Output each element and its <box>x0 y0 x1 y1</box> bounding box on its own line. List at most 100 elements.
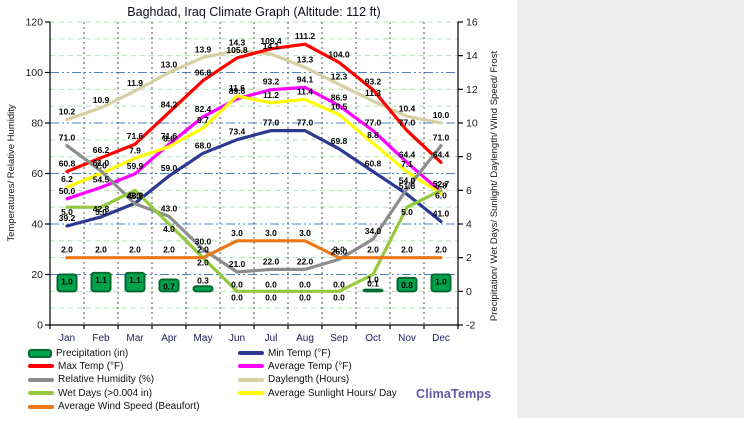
data-label-wet-days-0-004-in: 6.0 <box>435 190 447 200</box>
right-axis-tick-label: 4 <box>466 219 472 231</box>
month-label: Feb <box>92 333 110 344</box>
precipitation-bar <box>362 288 384 293</box>
data-label-min-temp-f: 73.4 <box>229 127 246 137</box>
data-label-average-sunlight-hours-day: 7.9 <box>129 145 141 155</box>
month-label: Jul <box>265 333 278 344</box>
precipitation-value: 1.1 <box>95 275 107 285</box>
data-label-min-temp-f: 39.2 <box>59 213 76 223</box>
empty-side-area <box>517 0 744 418</box>
series-line-wet-days-0-004-in <box>65 188 443 293</box>
precipitation-bar <box>192 285 214 293</box>
month-label: Jan <box>59 333 75 344</box>
data-label-daylength-hours: 14.3 <box>229 38 246 48</box>
data-label-daylength-hours: 10.9 <box>93 95 110 105</box>
series-line-average-sunlight-hours-day <box>65 94 443 196</box>
data-label-average-sunlight-hours-day: 10.5 <box>331 102 348 112</box>
right-axis-tick-label: 14 <box>466 50 478 62</box>
data-label-daylength-hours: 14.1 <box>263 41 280 51</box>
data-label-wet-days-0-004-in: 5.0 <box>95 207 107 217</box>
left-axis-tick-label: 60 <box>31 168 43 180</box>
data-label-average-wind-speed-beaufort: 2.0 <box>129 245 141 255</box>
month-label: Nov <box>398 333 416 344</box>
precipitation-value: 1.1 <box>129 275 141 285</box>
data-label-wet-days-0-004-in: 5.0 <box>401 207 413 217</box>
data-label-average-sunlight-hours-day: 7.1 <box>401 159 413 169</box>
data-label-average-sunlight-hours-day: 5.8 <box>435 181 447 191</box>
data-label-average-wind-speed-beaufort: 3.0 <box>265 228 277 238</box>
data-label-wet-days-0-004-in: 0.0 <box>265 292 277 302</box>
left-axis-tick-label: 80 <box>31 118 43 130</box>
precipitation-bar <box>430 273 452 293</box>
data-label-daylength-hours: 11.3 <box>365 88 381 98</box>
series-line-max-temp-f <box>65 42 443 174</box>
data-label-average-temp-f: 77.0 <box>365 118 382 128</box>
climatemps-watermark: ClimaTemps <box>416 387 492 401</box>
series-line-average-wind-speed-beaufort <box>65 239 443 260</box>
data-label-max-temp-f: 60.8 <box>59 158 76 168</box>
data-label-average-sunlight-hours-day: 8.8 <box>367 130 379 140</box>
data-label-relative-humidity: 22.0 <box>297 256 314 266</box>
data-label-daylength-hours: 13.9 <box>195 44 212 54</box>
data-label-daylength-hours: 13.3 <box>297 54 314 64</box>
data-label-daylength-hours: 10.2 <box>59 107 76 117</box>
data-label-min-temp-f: 68.0 <box>195 140 212 150</box>
data-label-average-sunlight-hours-day: 7.0 <box>95 161 107 171</box>
climate-chart: 1.0 1.1 1.1 0.7 0.3 0.0 0.0 0.0 0.0 0.1 0.8 1.0 10.2… <box>6 17 500 345</box>
data-label-min-temp-f: 42.8 <box>93 204 110 214</box>
data-label-max-temp-f: 105.8 <box>226 45 248 55</box>
data-label-wet-days-0-004-in: 2.0 <box>197 258 209 268</box>
data-label-max-temp-f: 111.2 <box>295 31 316 41</box>
data-label-min-temp-f: 77.0 <box>263 118 280 128</box>
data-label-daylength-hours: 12.3 <box>331 71 348 81</box>
data-label-wet-days-0-004-in: 5.0 <box>61 207 73 217</box>
data-label-relative-humidity: 48.0 <box>127 191 144 201</box>
data-label-min-temp-f: 69.8 <box>331 136 348 146</box>
data-label-relative-humidity: 43.0 <box>161 203 178 213</box>
data-label-wet-days-0-004-in: 6.0 <box>129 190 141 200</box>
data-label-average-temp-f: 82.4 <box>195 104 212 114</box>
series-line-average-temp-f <box>65 85 443 201</box>
data-label-average-temp-f: 86.9 <box>331 93 348 103</box>
month-label: Apr <box>161 333 177 344</box>
data-label-wet-days-0-004-in: 0.0 <box>333 292 345 302</box>
data-label-average-temp-f: 54.5 <box>93 174 110 184</box>
data-label-average-wind-speed-beaufort: 2.0 <box>197 245 209 255</box>
data-label-average-sunlight-hours-day: 11.2 <box>263 90 279 100</box>
series-line-min-temp-f <box>65 129 443 228</box>
data-label-daylength-hours: 13.0 <box>161 60 178 70</box>
data-label-average-wind-speed-beaufort: 2.0 <box>367 245 379 255</box>
data-label-average-temp-f: 59.9 <box>127 161 144 171</box>
right-axis-tick-label: 16 <box>466 17 478 29</box>
data-label-relative-humidity: 30.0 <box>195 236 212 246</box>
gridlines <box>50 21 458 325</box>
data-label-relative-humidity: 71.0 <box>433 133 450 143</box>
data-label-min-temp-f: 77.0 <box>297 118 314 128</box>
precipitation-value: 0.8 <box>401 280 413 290</box>
precipitation-value: 1.0 <box>61 277 73 287</box>
right-axis-tick-label: 2 <box>466 252 472 264</box>
data-label-relative-humidity: 22.0 <box>263 256 280 266</box>
data-label-average-temp-f: 89.6 <box>229 86 246 96</box>
data-label-relative-humidity: 71.0 <box>59 133 76 143</box>
data-label-average-wind-speed-beaufort: 2.0 <box>401 245 413 255</box>
right-axis-tick-label: -2 <box>466 320 475 332</box>
precipitation-bars <box>56 271 452 293</box>
data-label-max-temp-f: 93.2 <box>365 77 382 87</box>
series-lines <box>65 42 443 293</box>
data-label-daylength-hours: 11.9 <box>127 78 143 88</box>
data-label-wet-days-0-004-in: 4.0 <box>163 224 175 234</box>
data-label-max-temp-f: 96.8 <box>195 68 212 78</box>
data-label-average-sunlight-hours-day: 6.2 <box>61 174 73 184</box>
precipitation-value: 0.0 <box>299 279 311 289</box>
right-axis-title: Precipitation/ Wet Days/ Sunlight/ Dayle… <box>489 51 500 322</box>
chart-title: Baghdad, Iraq Climate Graph (Altitude: 1… <box>127 5 381 19</box>
month-label: Oct <box>365 333 381 344</box>
right-axis-tick-label: 12 <box>466 84 478 96</box>
month-label: Dec <box>432 333 450 344</box>
precipitation-value: 0.0 <box>265 279 277 289</box>
data-label-average-wind-speed-beaufort: 2.0 <box>435 245 447 255</box>
month-label: Aug <box>296 333 314 344</box>
data-label-max-temp-f: 104.0 <box>328 49 350 59</box>
data-label-max-temp-f: 71.6 <box>127 131 144 141</box>
